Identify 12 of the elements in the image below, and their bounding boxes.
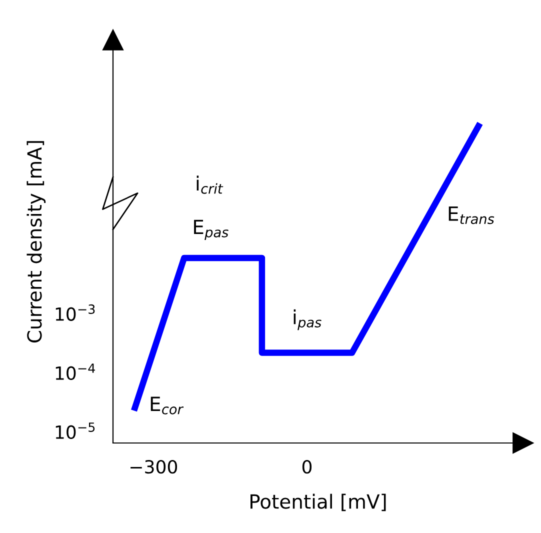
y-tick-label: 10$^{−5}$ (56, 422, 95, 439)
annotation: i$_{crit}$ (196, 176, 224, 194)
annotation: i$_{pas}$ (294, 309, 322, 330)
x-tick-label: −300 (130, 460, 178, 474)
x-tick-label: 0 (302, 460, 312, 474)
annotation: E$_{trans}$ (448, 206, 494, 224)
x-axis-title: Potential [mV] (250, 494, 386, 512)
y-tick-label: 10$^{−3}$ (56, 304, 95, 321)
y-axis-title: Current density [mA] (26, 141, 46, 342)
y-tick-label: 10$^{−4}$ (56, 364, 95, 380)
annotation: E$_{pas}$ (194, 220, 228, 240)
annotation: E$_{cor}$ (150, 396, 184, 414)
